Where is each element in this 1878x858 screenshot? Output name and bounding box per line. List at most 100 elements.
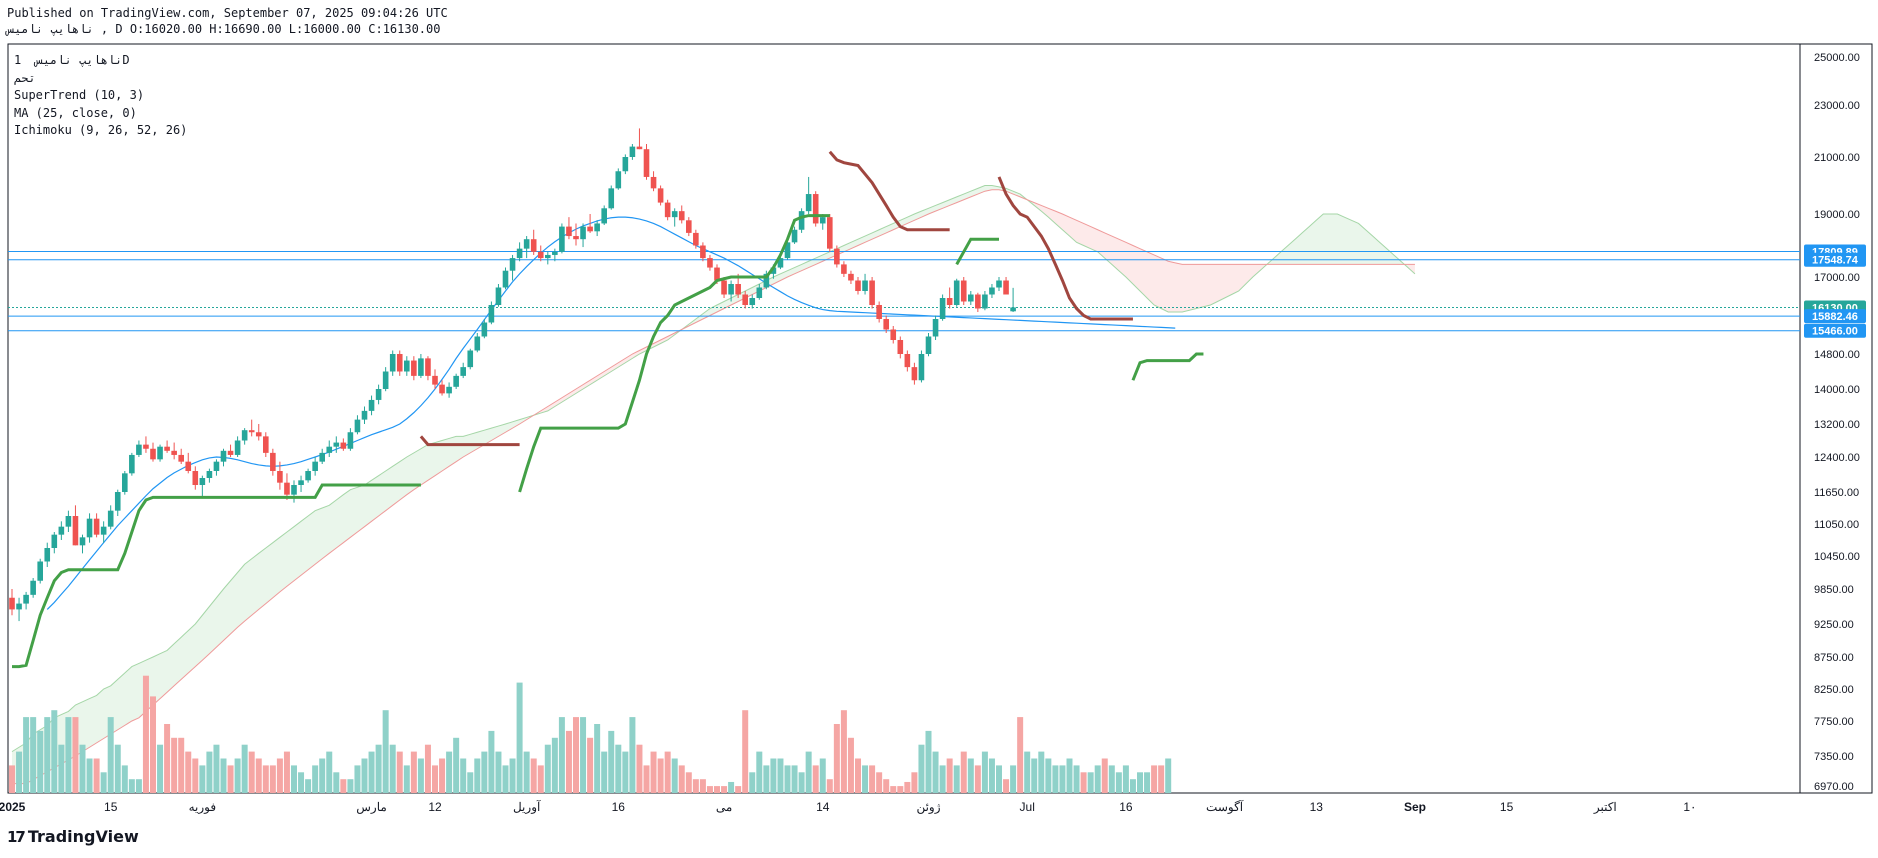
volume-bar bbox=[939, 765, 946, 793]
volume-bar bbox=[742, 710, 749, 793]
volume-bar bbox=[721, 786, 728, 793]
candle-body bbox=[340, 442, 347, 449]
candle-body bbox=[615, 171, 622, 189]
candle bbox=[968, 291, 974, 305]
volume-bar bbox=[629, 717, 636, 793]
volume-bar bbox=[114, 744, 121, 793]
volume-bar bbox=[135, 779, 142, 793]
candle-body bbox=[650, 176, 657, 189]
senkou-span-a bbox=[11, 185, 1416, 753]
volume-bar bbox=[897, 786, 904, 793]
candle bbox=[827, 214, 833, 252]
candle-body bbox=[812, 194, 819, 224]
volume-bar bbox=[918, 744, 925, 793]
candle-body bbox=[411, 360, 417, 376]
volume-bar bbox=[439, 758, 446, 793]
volume-bar bbox=[904, 781, 911, 793]
volume-bar bbox=[890, 786, 897, 793]
legend-ma[interactable]: MA (25, close, 0) bbox=[14, 105, 137, 120]
volume-bar bbox=[601, 751, 608, 793]
candle bbox=[263, 432, 269, 457]
candle-body bbox=[573, 236, 579, 240]
volume-bar bbox=[826, 779, 833, 793]
tradingview-brand[interactable]: 17 TradingView bbox=[7, 827, 139, 846]
volume-bar bbox=[58, 744, 65, 793]
volume-bar bbox=[1108, 765, 1115, 793]
volume-bar bbox=[537, 765, 544, 793]
volume-bar bbox=[495, 751, 502, 793]
candle-body bbox=[552, 251, 558, 255]
candle-body bbox=[136, 444, 142, 455]
candle-body bbox=[721, 280, 727, 295]
volume-bar bbox=[1017, 717, 1024, 793]
price-tick-label: 11650.00 bbox=[1814, 487, 1859, 499]
candle-body bbox=[862, 280, 868, 291]
legend-symbol[interactable]: ناهایپ نامیس 1D bbox=[14, 53, 130, 67]
candle-body bbox=[763, 273, 770, 288]
candle bbox=[925, 333, 932, 357]
volume-bar bbox=[276, 758, 283, 793]
candle-body bbox=[869, 280, 875, 305]
candle bbox=[150, 442, 156, 462]
candle-body bbox=[333, 442, 340, 447]
candle-body bbox=[347, 432, 354, 449]
price-tick-label: 11050.00 bbox=[1814, 519, 1859, 531]
candle-body bbox=[86, 518, 93, 538]
published-header: Published on TradingView.com, September … bbox=[7, 6, 448, 20]
candle bbox=[234, 436, 241, 457]
volume-bar bbox=[1144, 772, 1151, 793]
volume-bar bbox=[1045, 758, 1052, 793]
candle-body bbox=[312, 461, 318, 471]
legend-ichimoku[interactable]: Ichimoku (9, 26, 52, 26) bbox=[14, 123, 188, 137]
candle bbox=[812, 191, 819, 227]
volume-bar bbox=[1024, 751, 1031, 793]
candle bbox=[411, 356, 417, 381]
candle-body bbox=[375, 389, 382, 400]
volume-bar bbox=[974, 765, 981, 793]
candle-body bbox=[664, 202, 671, 218]
volume-bar bbox=[996, 765, 1002, 793]
candle-body bbox=[784, 242, 791, 259]
legend-supertrend[interactable]: SuperTrend (10, 3) bbox=[14, 88, 145, 102]
candle bbox=[798, 208, 805, 233]
candle-body bbox=[396, 354, 403, 372]
candle-body bbox=[213, 461, 220, 471]
volume-bar bbox=[121, 765, 128, 793]
price-tick-label: 19000.00 bbox=[1814, 209, 1860, 221]
candle-body bbox=[960, 280, 967, 302]
candle-body bbox=[354, 419, 361, 433]
volume-bar bbox=[714, 786, 720, 793]
volume-bar bbox=[192, 758, 199, 793]
candle-body bbox=[968, 294, 974, 302]
candle-body bbox=[481, 322, 488, 337]
candle-body bbox=[199, 478, 206, 485]
candle-body bbox=[143, 444, 149, 449]
candle-body bbox=[206, 471, 213, 478]
candle bbox=[573, 223, 579, 246]
candle bbox=[368, 395, 375, 416]
candle bbox=[9, 589, 15, 616]
candle bbox=[23, 591, 29, 610]
candle-body bbox=[580, 226, 586, 240]
candle bbox=[996, 277, 1002, 291]
candle bbox=[305, 468, 311, 483]
candle bbox=[488, 301, 495, 325]
candle-body bbox=[834, 248, 840, 265]
time-tick-label: ژوئن bbox=[916, 800, 940, 814]
candle-body bbox=[248, 430, 255, 433]
volume-bar bbox=[847, 737, 854, 793]
volume-bar bbox=[777, 758, 784, 793]
candle bbox=[897, 336, 904, 359]
candle bbox=[848, 270, 854, 284]
ohlc-header: ناهایپ نامیس , D O:16020.00 H:16690.00 L… bbox=[7, 22, 441, 36]
candle-body bbox=[537, 251, 544, 259]
candle-body bbox=[114, 492, 121, 511]
candle bbox=[932, 315, 939, 340]
candle-body bbox=[474, 336, 481, 351]
candle bbox=[382, 367, 389, 392]
candle-body bbox=[749, 298, 756, 305]
candle-body bbox=[925, 336, 932, 354]
candle-body bbox=[129, 454, 135, 474]
candle-body bbox=[298, 480, 304, 485]
